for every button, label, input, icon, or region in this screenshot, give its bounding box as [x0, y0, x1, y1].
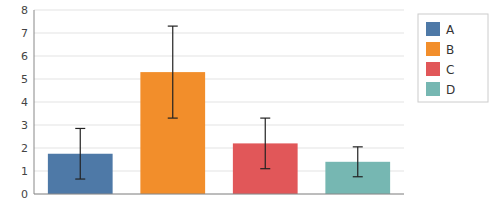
- legend: ABCD: [418, 14, 488, 102]
- grid-line: [34, 102, 404, 103]
- legend-swatch: [426, 42, 440, 56]
- grid-line: [34, 79, 404, 80]
- error-cap: [260, 117, 270, 118]
- error-cap: [168, 117, 178, 118]
- tick-label: 3: [21, 119, 28, 132]
- tick-label: 7: [21, 27, 28, 40]
- legend-label: D: [446, 83, 455, 97]
- x-axis-line: [34, 194, 404, 195]
- tick-label: 1: [21, 165, 28, 178]
- legend-label: C: [446, 63, 454, 77]
- marks: [48, 26, 390, 194]
- error-bar: [75, 128, 85, 179]
- grid: [34, 10, 404, 194]
- legend-label: A: [446, 23, 455, 37]
- tick-label: 2: [21, 142, 28, 155]
- error-stem: [265, 118, 266, 169]
- tick-label: 8: [21, 4, 28, 17]
- legend-frame: [418, 14, 488, 102]
- tick-label: 6: [21, 50, 28, 63]
- tick-label: 4: [21, 96, 28, 109]
- tick-label: 5: [21, 73, 28, 86]
- grid-line: [34, 194, 404, 195]
- error-stem: [357, 147, 358, 177]
- error-cap: [260, 168, 270, 169]
- grid-line: [34, 33, 404, 34]
- grid-line: [34, 125, 404, 126]
- grid-line: [34, 10, 404, 11]
- error-stem: [172, 26, 173, 118]
- error-cap: [353, 176, 363, 177]
- legend-swatch: [426, 62, 440, 76]
- error-stem: [80, 128, 81, 179]
- error-bar: [353, 147, 363, 177]
- error-bar: [168, 26, 178, 118]
- error-cap: [168, 26, 178, 27]
- y-axis: 0 1 2 3 4 5 6 7 8: [21, 4, 28, 201]
- error-cap: [75, 128, 85, 129]
- chart: 0 1 2 3 4 5 6 7 8 ABCD: [0, 0, 500, 204]
- error-bar: [260, 118, 270, 169]
- error-cap: [353, 146, 363, 147]
- y-axis-line: [34, 10, 35, 194]
- tick-label: 0: [21, 188, 28, 201]
- grid-line: [34, 148, 404, 149]
- grid-line: [34, 56, 404, 57]
- error-cap: [75, 178, 85, 179]
- legend-swatch: [426, 82, 440, 96]
- legend-label: B: [446, 43, 454, 57]
- legend-swatch: [426, 22, 440, 36]
